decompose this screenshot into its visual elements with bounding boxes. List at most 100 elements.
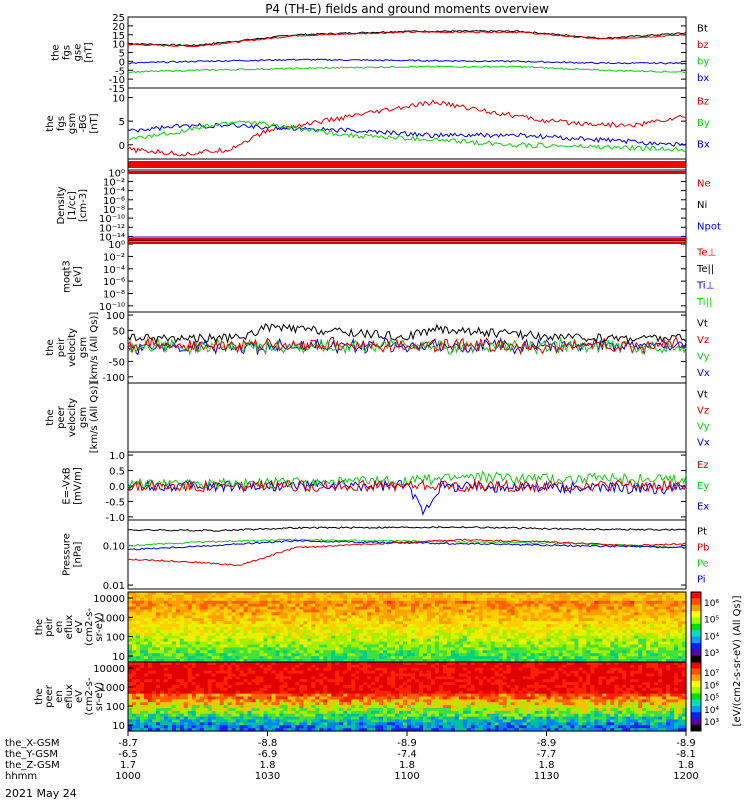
y-axis-label-line: the xyxy=(45,115,56,131)
spectrogram-cell xyxy=(139,612,145,616)
spectrogram-cell xyxy=(490,673,496,677)
spectrogram-cell xyxy=(263,682,269,686)
spectrogram-cell xyxy=(179,644,185,649)
y-axis-label-line: peir xyxy=(44,616,55,636)
spectrogram-cell xyxy=(211,682,217,686)
spectrogram-cell xyxy=(426,629,432,634)
spectrogram-cell xyxy=(414,592,420,596)
spectrogram-cell xyxy=(267,644,273,649)
spectrogram-cell xyxy=(171,612,177,616)
spectrogram-cell xyxy=(247,656,253,660)
spectrogram-cell xyxy=(678,667,683,672)
spectrogram-cell xyxy=(554,670,560,675)
spectrogram-cell xyxy=(594,606,599,611)
spectrogram-cell xyxy=(458,662,464,666)
spectrogram-cell xyxy=(530,615,536,619)
spectrogram-cell xyxy=(602,650,607,654)
spectrogram-cell xyxy=(574,615,579,619)
spectrogram-cell xyxy=(622,685,627,689)
spectrogram-cell xyxy=(383,687,388,692)
spectrogram-cell xyxy=(538,635,544,640)
spectrogram-cell xyxy=(175,659,181,663)
spectrogram-cell xyxy=(506,627,512,631)
spectrogram-cell xyxy=(602,659,607,663)
spectrogram-cell xyxy=(458,624,464,628)
spectrogram-cell xyxy=(538,627,544,631)
spectrogram-cell xyxy=(271,653,277,657)
spectrogram-cell xyxy=(175,679,181,683)
spectrogram-cell xyxy=(179,667,185,672)
spectrogram-cell xyxy=(442,659,448,663)
spectrogram-cell xyxy=(355,609,360,614)
spectrogram-cell xyxy=(263,618,269,622)
spectrogram-cell xyxy=(530,682,536,686)
spectrogram-cell xyxy=(311,629,316,634)
spectrogram-cell xyxy=(131,662,137,666)
spectrogram-cell xyxy=(630,682,635,686)
spectrogram-cell xyxy=(534,682,540,686)
spectrogram-cell xyxy=(395,650,400,654)
spectrogram-cell xyxy=(666,662,671,666)
spectrogram-cell xyxy=(542,682,548,686)
spectrogram-cell xyxy=(199,603,205,608)
spectrogram-cell xyxy=(434,627,440,631)
spectrogram-cell xyxy=(506,606,512,611)
spectrogram-cell xyxy=(526,603,532,608)
spectrogram-cell xyxy=(291,662,296,666)
spectrogram-cell xyxy=(526,679,532,683)
spectrogram-cell xyxy=(135,592,141,596)
spectrogram-cell xyxy=(191,687,197,692)
spectrogram-cell xyxy=(518,670,524,675)
spectrogram-cell xyxy=(478,679,484,683)
spectrogram-cell xyxy=(666,676,671,680)
spectrogram-cell xyxy=(518,644,524,649)
spectrogram-cell xyxy=(450,670,456,675)
spectrogram-cell xyxy=(618,650,623,654)
spectrogram-cell xyxy=(355,612,360,616)
spectrogram-cell xyxy=(518,621,524,625)
spectrogram-cell xyxy=(606,609,611,614)
spectrogram-cell xyxy=(267,612,273,616)
spectrogram-cell xyxy=(203,638,209,643)
spectrogram-cell xyxy=(494,664,500,669)
spectrogram-cell xyxy=(147,662,153,666)
spectrogram-cell xyxy=(299,653,304,657)
spectrogram-cell xyxy=(582,597,587,602)
panel-frame xyxy=(127,240,687,313)
spectrogram-cell xyxy=(175,594,181,599)
spectrogram-cell xyxy=(255,627,261,631)
spectrogram-cell xyxy=(506,638,512,643)
spectrogram-cell xyxy=(323,621,328,625)
spectrogram-cell xyxy=(474,653,480,657)
spectrogram-cell xyxy=(155,618,161,622)
spectrogram-cell xyxy=(279,606,285,611)
spectrogram-cell xyxy=(203,670,209,675)
spectrogram-cell xyxy=(526,632,532,637)
spectrogram-cell xyxy=(187,673,193,677)
spectrogram-cell xyxy=(666,609,671,614)
spectrogram-cell xyxy=(343,644,348,649)
spectrogram-cell xyxy=(355,600,360,605)
spectrogram-cell xyxy=(215,679,221,683)
spectrogram-cell xyxy=(391,685,396,689)
spectrogram-cell xyxy=(175,627,181,631)
spectrogram-cell xyxy=(618,612,623,616)
spectrogram-cell xyxy=(155,662,161,666)
spectrogram-cell xyxy=(446,667,452,672)
spectrogram-cell xyxy=(498,603,504,608)
spectrogram-cell xyxy=(235,687,241,692)
spectrogram-cell xyxy=(470,687,476,692)
spectrogram-cell xyxy=(363,597,368,602)
spectrogram-cell xyxy=(219,650,225,654)
spectrogram-cell xyxy=(399,659,404,663)
spectrogram-cell xyxy=(331,656,336,660)
spectrogram-cell xyxy=(490,670,496,675)
spectrogram-cell xyxy=(562,606,568,611)
spectrogram-cell xyxy=(494,656,500,660)
spectrogram-cell xyxy=(514,603,520,608)
spectrogram-cell xyxy=(311,676,316,680)
spectrogram-cell xyxy=(251,670,257,675)
spectrogram-cell xyxy=(466,679,472,683)
spectrogram-cell xyxy=(155,609,161,614)
spectrogram-cell xyxy=(462,641,468,646)
